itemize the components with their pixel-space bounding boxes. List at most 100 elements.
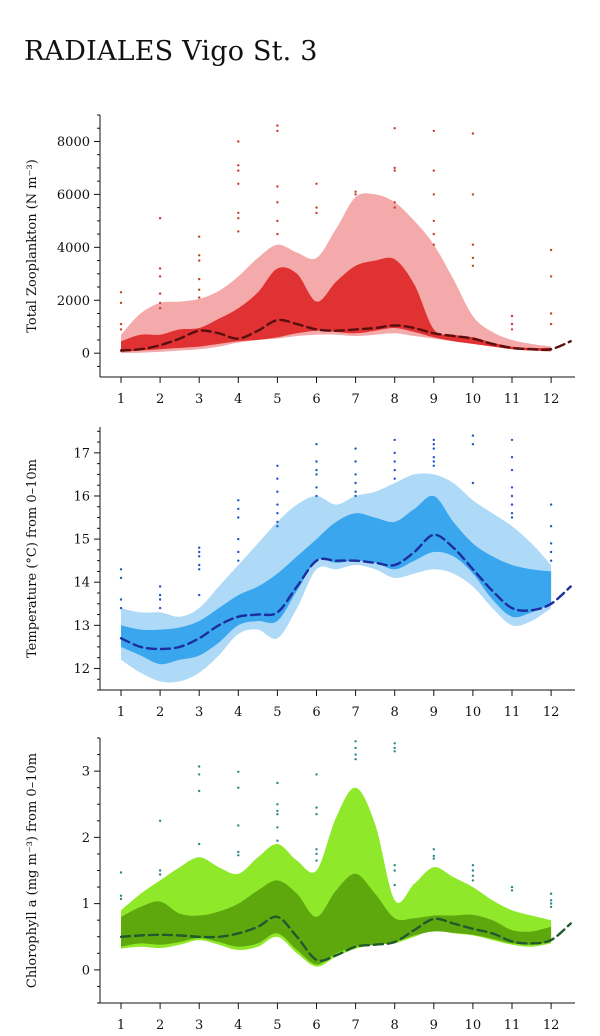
chlorophyll-observation-point [158, 869, 162, 872]
chlorophyll-observation-point [158, 819, 162, 822]
chlorophyll-observation-point [393, 746, 396, 750]
zooplankton-observation-point [471, 193, 475, 196]
zooplankton-x-tick-label: 6 [312, 392, 320, 407]
zooplankton-observation-point [549, 275, 553, 278]
chlorophyll-observation-point [393, 864, 396, 867]
zooplankton-observation-point [158, 292, 162, 295]
zooplankton-observation-point [198, 288, 201, 291]
temperature-y-tick-label: 15 [73, 533, 90, 548]
zooplankton-observation-point [510, 314, 514, 318]
chlorophyll-x-tick-label: 5 [273, 1018, 281, 1033]
zooplankton-observation-point [237, 164, 240, 167]
zooplankton-observation-point [119, 322, 123, 326]
zooplankton-x-tick-label: 9 [430, 392, 438, 407]
temperature-observation-point [510, 468, 514, 472]
chlorophyll-observation-point [276, 813, 279, 816]
zooplankton-inner-band [121, 257, 552, 352]
zooplankton-observation-point [198, 235, 201, 238]
temperature-observation-point [549, 525, 553, 528]
zooplankton-observation-point [471, 256, 475, 260]
zooplankton-observation-point [198, 254, 201, 257]
temperature-x-tick-label: 3 [195, 705, 203, 720]
zooplankton-observation-point [432, 243, 435, 246]
zooplankton-observation-point [432, 219, 435, 223]
chlorophyll-observation-point [549, 902, 553, 905]
chlorophyll-observation-point [276, 803, 279, 806]
zooplankton-observation-point [119, 328, 123, 331]
zooplankton-x-tick-label: 3 [195, 392, 203, 407]
temperature-observation-point [276, 464, 279, 467]
chlorophyll-observation-point [393, 869, 396, 872]
chlorophyll-observation-point [315, 859, 318, 862]
zooplankton-x-tick-label: 12 [543, 392, 560, 407]
chlorophyll-observation-point [549, 905, 553, 909]
chlorophyll-observation-point [276, 839, 279, 842]
temperature-observation-point [198, 593, 201, 597]
zooplankton-observation-point [510, 328, 514, 331]
temperature-observation-point [198, 568, 201, 571]
zooplankton-x-tick-label: 11 [504, 392, 521, 407]
chlorophyll-x-tick-label: 3 [195, 1018, 203, 1033]
zooplankton-observation-point [471, 264, 475, 267]
temperature-x-tick-label: 4 [234, 705, 242, 720]
temperature-observation-point [276, 525, 279, 528]
zooplankton-observation-point [471, 132, 475, 135]
temperature-x-tick-label: 9 [430, 705, 438, 720]
zooplankton-observation-point [354, 190, 357, 193]
zooplankton-observation-point [393, 201, 396, 204]
chlorophyll-observation-point [432, 848, 435, 851]
chlorophyll-observation-point [315, 852, 318, 856]
chlorophyll-observation-point [432, 854, 435, 858]
temperature-observation-point [549, 503, 553, 506]
temperature-observation-point [510, 516, 514, 519]
chlorophyll-observation-point [510, 885, 514, 889]
temperature-observation-point [510, 486, 514, 489]
chlorophyll-observation-point [315, 773, 318, 776]
chlorophyll-observation-point [276, 781, 279, 785]
chlorophyll-observation-point [315, 813, 318, 816]
zooplankton-observation-point [549, 322, 553, 326]
temperature-observation-point [549, 550, 553, 554]
temperature-observation-point [158, 593, 162, 597]
zooplankton-observation-point [549, 248, 553, 252]
chlorophyll-y-tick-label: 2 [82, 831, 90, 846]
zooplankton-observation-point [276, 201, 279, 204]
chlorophyll-x-tick-label: 2 [156, 1018, 164, 1033]
temperature-observation-point [354, 494, 357, 498]
zooplankton-y-tick-label: 8000 [57, 135, 90, 150]
temperature-observation-point [471, 481, 475, 485]
temperature-x-tick-label: 7 [351, 705, 359, 720]
chlorophyll-x-tick-label: 12 [543, 1018, 560, 1033]
zooplankton-observation-point [119, 291, 123, 294]
chlorophyll-observation-point [393, 883, 396, 887]
chlorophyll-x-tick-label: 11 [504, 1018, 521, 1033]
temperature-observation-point [276, 512, 279, 515]
temperature-observation-point [510, 438, 514, 442]
zooplankton-y-tick-label: 2000 [57, 294, 90, 309]
temperature-observation-point [354, 460, 357, 463]
chlorophyll-y-axis-label: Chlorophyll a (mg m⁻³) from 0–10m [25, 753, 40, 988]
chlorophyll-median-line [119, 915, 572, 962]
temperature-x-tick-label: 5 [273, 705, 281, 720]
zooplankton-observation-point [237, 182, 240, 185]
zooplankton-observation-point [393, 169, 396, 172]
chlorophyll-observation-point [393, 742, 396, 745]
temperature-observation-point [354, 490, 357, 493]
temperature-observation-point [158, 585, 162, 588]
zooplankton-y-tick-label: 4000 [57, 241, 90, 256]
zooplankton-observation-point [276, 129, 279, 133]
zooplankton-y-axis-label: Total Zooplankton (N m⁻³) [25, 159, 40, 333]
temperature-observation-point [510, 494, 514, 498]
zooplankton-observation-point [237, 211, 240, 215]
temperature-observation-point [119, 606, 123, 610]
chlorophyll-x-tick-label: 1 [117, 1018, 125, 1033]
temperature-x-tick-label: 11 [504, 705, 521, 720]
chlorophyll-observation-point [237, 854, 240, 857]
chlorophyll-observation-point [237, 824, 240, 827]
temperature-x-tick-label: 2 [156, 705, 164, 720]
temperature-observation-point [393, 477, 396, 480]
zooplankton-x-tick-label: 1 [117, 392, 125, 407]
temperature-observation-point [198, 555, 201, 558]
chlorophyll-observation-point [119, 894, 123, 897]
